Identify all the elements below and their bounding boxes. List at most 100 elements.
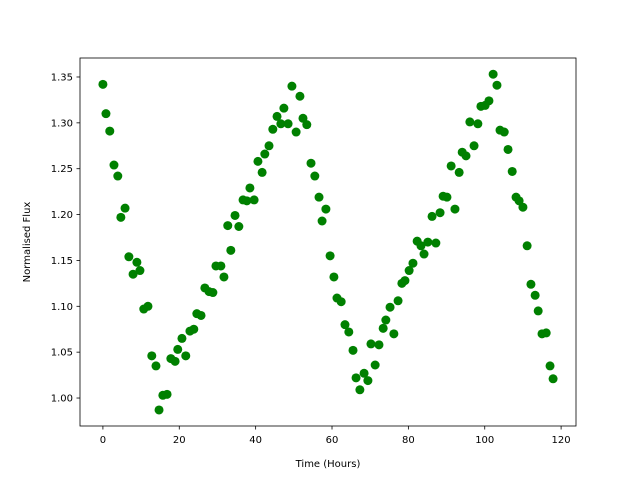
x-tick-label: 60 (326, 435, 339, 446)
point (423, 237, 433, 247)
point (283, 119, 293, 129)
point (329, 272, 339, 282)
point (393, 296, 403, 306)
point (321, 204, 331, 214)
y-tick-label: 1.05 (51, 348, 73, 359)
point (454, 167, 464, 177)
point (431, 238, 441, 248)
point (370, 360, 380, 370)
point (226, 245, 236, 255)
point (473, 119, 483, 129)
point (503, 144, 513, 154)
point (260, 149, 270, 159)
y-axis-label: Normalised Flux (22, 202, 33, 283)
point (442, 192, 452, 202)
point (276, 119, 286, 129)
point (378, 323, 388, 333)
point (132, 257, 142, 267)
point (389, 329, 399, 339)
point (162, 389, 172, 399)
y-tick-label: 1.35 (51, 72, 73, 83)
point (488, 69, 498, 79)
point (219, 272, 229, 282)
point (385, 302, 395, 312)
point (533, 306, 543, 316)
point (291, 127, 301, 137)
point (381, 315, 391, 325)
point (518, 202, 528, 212)
point (469, 141, 479, 151)
point (548, 374, 558, 384)
point (427, 211, 437, 221)
x-tick-label: 20 (173, 435, 186, 446)
point (245, 183, 255, 193)
y-tick-label: 1.10 (51, 302, 73, 313)
point (340, 320, 350, 330)
point (522, 241, 532, 251)
point (257, 167, 267, 177)
point (526, 279, 536, 289)
plot-frame (79, 57, 577, 427)
point (181, 351, 191, 361)
point (147, 351, 157, 361)
point (98, 79, 108, 89)
x-tick-label: 120 (552, 435, 571, 446)
point (507, 166, 517, 176)
point (264, 141, 274, 151)
point (416, 241, 426, 251)
point (545, 361, 555, 371)
point (128, 269, 138, 279)
point (492, 80, 502, 90)
x-tick-label: 40 (249, 435, 262, 446)
y-tick-label: 1.25 (51, 164, 73, 175)
point (177, 333, 187, 343)
point (234, 221, 244, 231)
point (336, 297, 346, 307)
point (279, 103, 289, 113)
point (268, 124, 278, 134)
point (530, 290, 540, 300)
x-tick-label: 80 (402, 435, 415, 446)
point (302, 120, 312, 130)
point (223, 221, 233, 231)
point (499, 127, 509, 137)
point (124, 252, 134, 262)
y-tick-label: 1.30 (51, 118, 73, 129)
point (287, 81, 297, 91)
point (196, 310, 206, 320)
point (230, 210, 240, 220)
point (109, 160, 119, 170)
point (306, 158, 316, 168)
x-tick-label: 100 (475, 435, 494, 446)
point (450, 204, 460, 214)
point (359, 368, 369, 378)
point (120, 203, 130, 213)
point (344, 327, 354, 337)
point (374, 340, 384, 350)
point (173, 344, 183, 354)
point (404, 266, 414, 276)
y-tick-label: 1.00 (51, 394, 73, 405)
point (143, 301, 153, 311)
point (105, 126, 115, 136)
x-tick-label: 0 (100, 435, 106, 446)
point (465, 117, 475, 127)
point (317, 216, 327, 226)
point (484, 96, 494, 106)
point (189, 324, 199, 334)
point (249, 195, 259, 205)
point (419, 249, 429, 259)
point (170, 356, 180, 366)
point (435, 208, 445, 218)
point (408, 258, 418, 268)
point (253, 156, 263, 166)
point (310, 171, 320, 181)
point (101, 109, 111, 119)
point (446, 161, 456, 171)
point (154, 405, 164, 415)
point (400, 276, 410, 286)
point (116, 212, 126, 222)
point (151, 361, 161, 371)
